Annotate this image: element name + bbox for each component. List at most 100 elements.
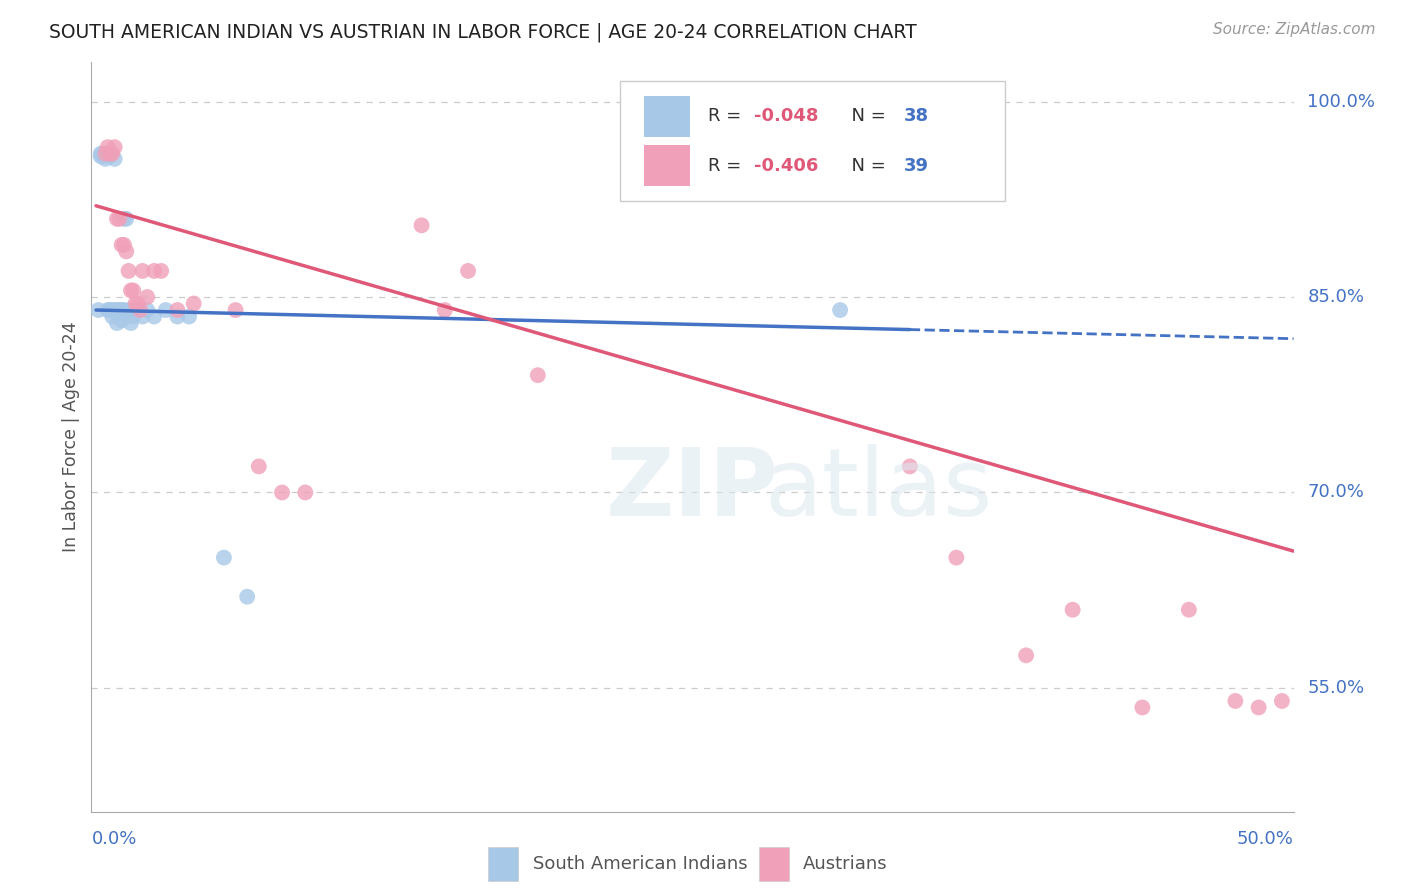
Point [166,310,188,324]
Point [131,310,153,324]
Point [97,303,120,318]
Point [177,310,200,324]
Point [1225,694,1247,708]
Text: SOUTH AMERICAN INDIAN VS AUSTRIAN IN LABOR FORCE | AGE 20-24 CORRELATION CHART: SOUTH AMERICAN INDIAN VS AUSTRIAN IN LAB… [49,22,917,42]
Point [110,303,132,318]
Point [294,485,316,500]
Point [97,140,120,154]
Text: 85.0%: 85.0% [1308,288,1364,306]
FancyBboxPatch shape [620,81,1005,201]
Text: N =: N = [841,107,891,126]
Point [104,152,127,166]
Point [104,303,127,318]
Point [101,303,124,318]
Point [94,146,117,161]
Point [143,264,166,278]
Point [945,550,967,565]
Point [117,303,139,318]
Point [1247,700,1270,714]
Point [94,152,117,166]
Point [127,296,149,310]
Point [94,146,117,161]
Point [87,303,110,318]
Point [898,459,921,474]
Point [143,310,166,324]
Point [90,146,112,161]
Point [212,550,235,565]
Bar [488,847,519,881]
Text: 55.0%: 55.0% [1308,679,1365,697]
Bar [759,847,789,881]
Point [131,264,153,278]
Point [115,211,138,226]
Point [136,303,159,318]
Bar [644,145,690,186]
Point [150,264,173,278]
Point [411,219,433,233]
Point [110,313,132,327]
Point [120,284,142,298]
Point [120,316,142,330]
Point [112,238,135,252]
Point [457,264,479,278]
Point [105,211,128,226]
Text: Source: ZipAtlas.com: Source: ZipAtlas.com [1212,22,1375,37]
Text: ZIP: ZIP [606,443,779,535]
Point [108,303,131,318]
Point [1132,700,1154,714]
Point [225,303,247,318]
Point [1271,694,1294,708]
Point [105,316,128,330]
Point [183,296,205,310]
Text: 0.0%: 0.0% [91,830,136,848]
Text: 50.0%: 50.0% [1237,830,1294,848]
Bar [644,95,690,137]
Point [101,310,124,324]
Point [90,149,112,163]
Point [830,303,852,318]
Point [1062,603,1084,617]
Text: -0.048: -0.048 [754,107,818,126]
Point [124,303,146,318]
Point [115,244,138,259]
Point [98,146,121,161]
Text: atlas: atlas [765,443,993,535]
Text: 70.0%: 70.0% [1308,483,1364,501]
Point [155,303,177,318]
Point [1015,648,1038,663]
Point [105,303,128,318]
Point [1178,603,1201,617]
Point [108,305,131,319]
Text: South American Indians: South American Indians [533,855,747,873]
Text: 39: 39 [904,157,929,175]
Point [136,290,159,304]
Point [124,296,146,310]
Text: R =: R = [709,107,747,126]
Point [122,284,145,298]
Point [127,303,149,318]
Point [98,149,121,163]
Point [166,303,188,318]
Point [91,149,114,163]
Point [117,264,139,278]
Point [97,146,120,161]
Point [112,211,135,226]
Point [271,485,294,500]
Text: -0.406: -0.406 [754,157,818,175]
Point [108,211,131,226]
Point [104,140,127,154]
Text: R =: R = [709,157,747,175]
Point [433,303,456,318]
Point [91,146,114,161]
Text: N =: N = [841,157,891,175]
Y-axis label: In Labor Force | Age 20-24: In Labor Force | Age 20-24 [62,322,80,552]
Text: Austrians: Austrians [803,855,887,873]
Point [527,368,550,383]
Text: 38: 38 [904,107,929,126]
Point [122,310,145,324]
Point [129,303,152,318]
Text: 100.0%: 100.0% [1308,93,1375,111]
Point [98,303,121,318]
Point [112,303,135,318]
Point [101,146,124,161]
